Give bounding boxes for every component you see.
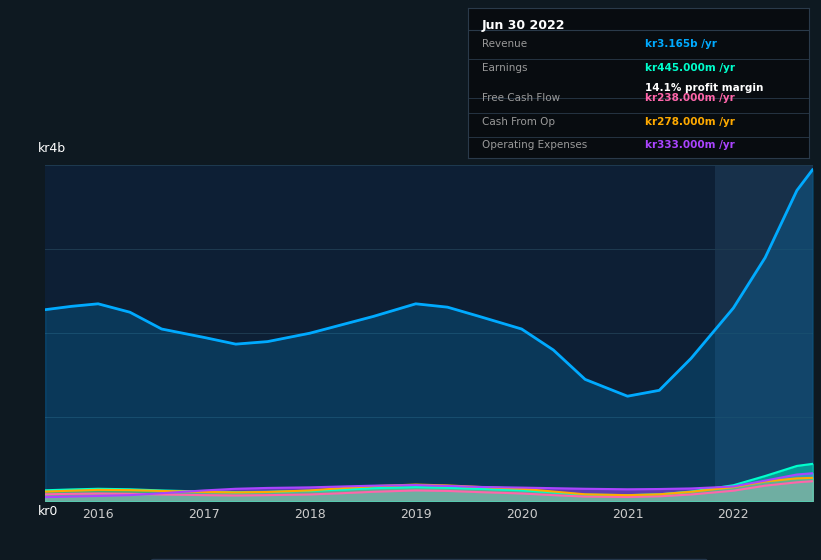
Text: Jun 30 2022: Jun 30 2022 (482, 19, 565, 32)
Text: kr0: kr0 (38, 505, 57, 517)
Text: kr238.000m /yr: kr238.000m /yr (645, 94, 735, 104)
Text: kr3.165b /yr: kr3.165b /yr (645, 39, 717, 49)
Text: kr445.000m /yr: kr445.000m /yr (645, 63, 735, 73)
Bar (715, 165, 813, 501)
Text: Operating Expenses: Operating Expenses (482, 140, 587, 150)
Text: kr278.000m /yr: kr278.000m /yr (645, 118, 735, 128)
Text: Free Cash Flow: Free Cash Flow (482, 94, 560, 104)
Text: Earnings: Earnings (482, 63, 527, 73)
Text: kr333.000m /yr: kr333.000m /yr (645, 140, 735, 150)
Text: Revenue: Revenue (482, 39, 527, 49)
Text: kr4b: kr4b (38, 142, 66, 155)
Text: Cash From Op: Cash From Op (482, 118, 555, 128)
Legend: Revenue, Earnings, Free Cash Flow, Cash From Op, Operating Expenses: Revenue, Earnings, Free Cash Flow, Cash … (150, 559, 708, 560)
Text: 14.1% profit margin: 14.1% profit margin (645, 83, 764, 93)
